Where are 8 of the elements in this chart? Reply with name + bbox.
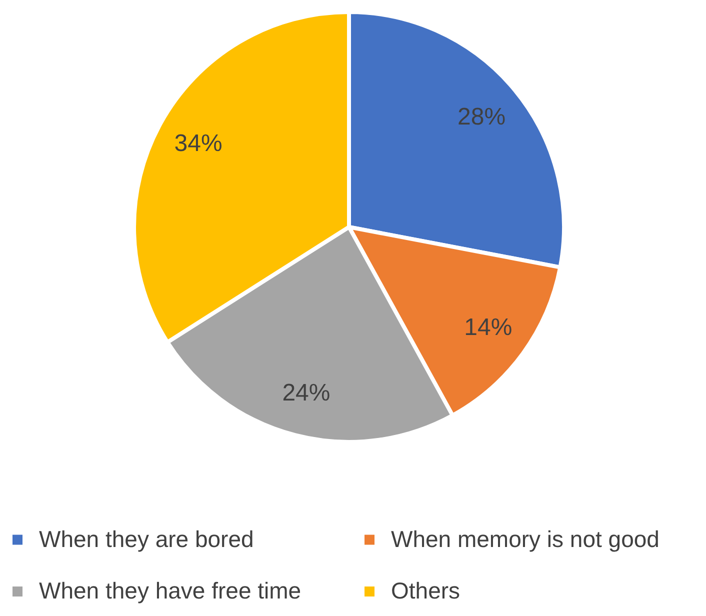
legend-label: Others — [391, 578, 460, 604]
legend-label: When they have free time — [39, 578, 302, 604]
legend-label: When they are bored — [39, 526, 254, 552]
data-label: 14% — [464, 314, 512, 342]
data-label: 28% — [458, 103, 506, 130]
data-label: 24% — [282, 380, 330, 407]
data-label: 34% — [174, 130, 222, 158]
legend-label: When memory is not good — [391, 526, 660, 552]
